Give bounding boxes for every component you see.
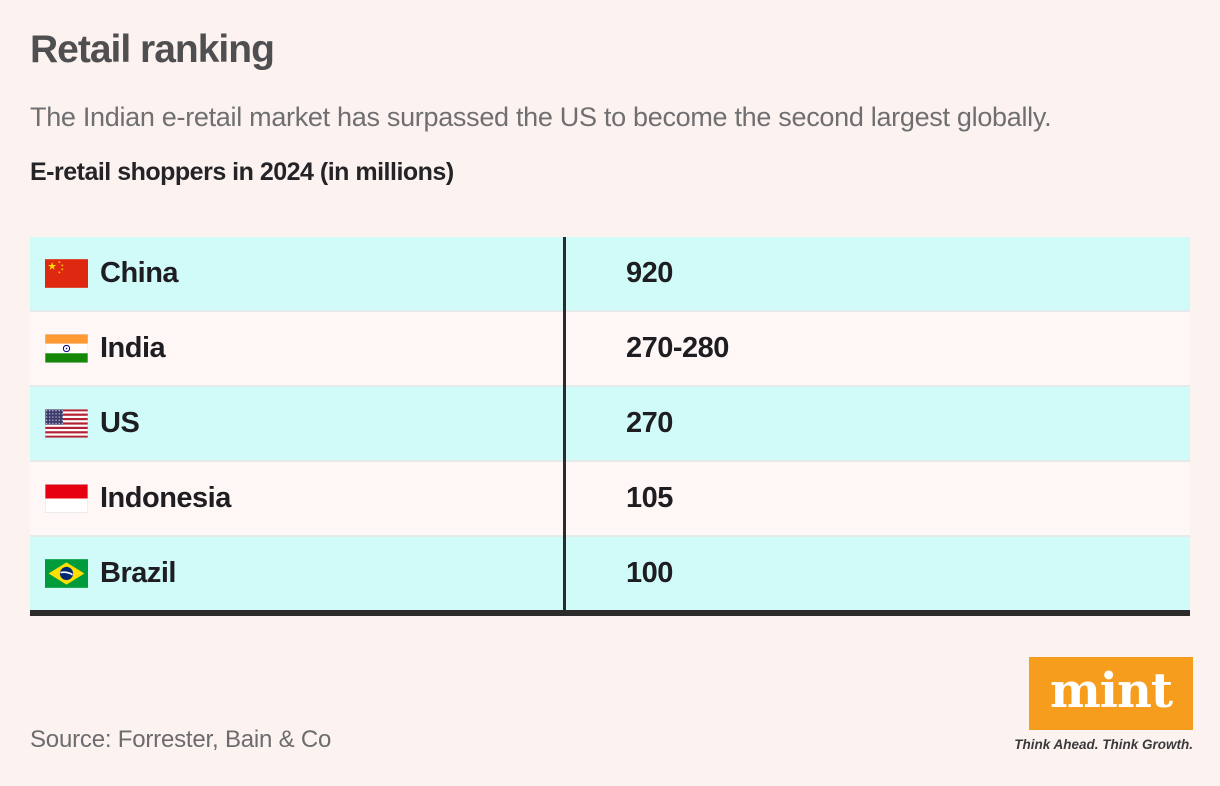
- country-cell: US: [30, 407, 563, 440]
- country-cell: Brazil: [30, 557, 563, 590]
- shoppers-value: 105: [626, 482, 673, 514]
- table-row-us: US 270: [30, 387, 1190, 460]
- country-name: India: [100, 332, 166, 364]
- table-row-india: India 270-280: [30, 312, 1190, 385]
- country-name: Indonesia: [100, 482, 231, 514]
- country-cell: China: [30, 257, 563, 290]
- mint-tagline: Think Ahead. Think Growth.: [1014, 737, 1193, 752]
- table-bottom-line: [30, 610, 1190, 616]
- country-name: US: [100, 407, 140, 439]
- shoppers-value: 270-280: [626, 332, 729, 364]
- country-cell: Indonesia: [30, 482, 563, 515]
- mint-logo: mint: [1029, 657, 1193, 730]
- us-flag-icon: [45, 409, 88, 438]
- country-name: China: [100, 257, 179, 289]
- country-name: Brazil: [100, 557, 176, 589]
- ranking-table: China 920 India 270-280: [30, 237, 1190, 616]
- china-flag-icon: [45, 259, 88, 288]
- page-title: Retail ranking: [30, 28, 275, 71]
- source-credit: Source: Forrester, Bain & Co: [30, 726, 332, 753]
- shoppers-value: 920: [626, 257, 673, 289]
- column-divider-line: [563, 237, 566, 610]
- page-subtitle: The Indian e-retail market has surpassed…: [30, 102, 1052, 132]
- chart-heading: E-retail shoppers in 2024 (in millions): [30, 158, 454, 186]
- shoppers-value: 100: [626, 557, 673, 589]
- country-cell: India: [30, 332, 563, 365]
- table-row-indonesia: Indonesia 105: [30, 462, 1190, 535]
- indonesia-flag-icon: [45, 484, 88, 513]
- brazil-flag-icon: [45, 559, 88, 588]
- shoppers-value: 270: [626, 407, 673, 439]
- table-row-china: China 920: [30, 237, 1190, 310]
- table-row-brazil: Brazil 100: [30, 537, 1190, 610]
- mint-logo-wordmark: mint: [1049, 662, 1173, 719]
- table-rows: China 920 India 270-280: [30, 237, 1190, 610]
- india-flag-icon: [45, 334, 88, 363]
